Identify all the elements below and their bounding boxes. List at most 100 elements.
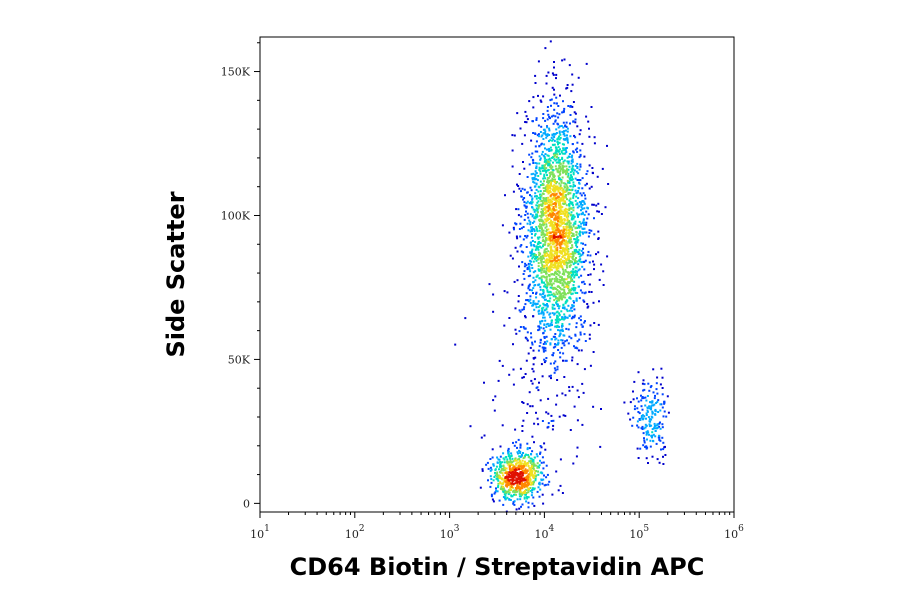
event-point [539,172,542,175]
event-point [564,124,567,127]
event-point [555,132,558,134]
event-point [501,467,503,470]
event-point [553,61,555,63]
event-point [582,247,584,250]
event-point [538,464,541,467]
event-point [543,235,546,238]
event-point [637,426,640,429]
event-point [550,245,553,248]
event-point [510,471,513,474]
event-point [512,190,515,193]
event-point [574,121,577,124]
event-point [545,133,548,136]
event-point [550,167,553,170]
event-point [512,490,515,493]
event-point [543,143,546,146]
event-point [544,250,547,253]
event-point [580,202,582,205]
event-point [561,59,564,62]
event-point [523,497,526,500]
event-point [539,214,542,217]
event-point [530,453,533,456]
event-point [538,269,541,272]
event-point [510,486,513,488]
event-point [549,242,552,245]
event-point [521,142,524,145]
event-point [516,483,519,486]
event-point [525,299,528,302]
event-point [566,271,569,274]
event-point [597,323,600,326]
event-point [555,232,558,235]
event-point [529,405,532,408]
event-point [646,438,648,441]
event-point [663,402,666,405]
event-point [536,150,539,153]
event-point [524,476,527,479]
event-point [529,298,532,301]
event-point [579,333,582,336]
event-point [542,138,545,140]
event-point [496,473,498,475]
event-point [553,371,556,374]
event-point [559,287,562,289]
event-point [553,256,556,259]
event-point [515,208,518,211]
event-point [577,276,580,279]
event-point [574,136,577,139]
event-point [568,239,571,242]
event-point [541,308,544,311]
event-point [534,479,537,482]
event-point [511,134,514,137]
event-point [560,180,563,182]
event-point [572,305,575,308]
event-point [534,145,537,148]
event-point [551,493,554,496]
event-point [572,214,575,217]
event-point [562,231,564,234]
event-point [518,458,521,460]
event-point [523,197,526,199]
event-point [645,399,648,402]
event-point [526,200,529,203]
event-point [523,218,526,221]
event-point [555,156,558,158]
event-point [535,182,538,185]
event-point [550,234,553,237]
event-point [558,261,561,264]
event-point [578,252,581,255]
event-point [575,233,578,236]
event-point [510,455,513,458]
event-point [527,287,530,290]
event-point [530,228,533,231]
event-point [546,125,548,128]
event-point [576,235,579,238]
event-point [560,125,563,127]
event-point [502,452,505,455]
event-point [640,416,643,419]
event-point [573,314,576,317]
event-point [512,502,515,505]
event-point [528,481,531,484]
event-point [532,349,535,352]
event-point [659,403,662,406]
event-point [576,251,579,254]
event-point [527,262,530,265]
event-point [535,167,538,170]
event-point [528,288,531,291]
event-point [558,335,561,338]
event-point [539,225,542,228]
event-point [593,263,596,266]
event-point [562,133,565,136]
event-point [546,289,549,292]
event-point [550,204,553,206]
event-point [563,134,566,137]
event-point [559,484,562,487]
event-point [558,141,561,144]
event-point [521,474,524,477]
event-point [563,257,566,260]
event-point [548,134,551,136]
event-point [497,379,500,382]
event-point [506,485,509,488]
event-point [583,227,586,230]
